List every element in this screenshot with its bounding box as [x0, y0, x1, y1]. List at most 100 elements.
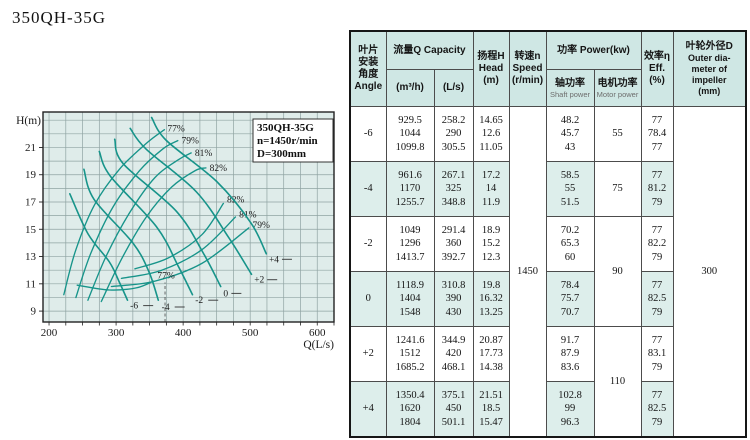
value-line: 1049 — [399, 224, 421, 236]
cell-head: 14.65 12.6 11.05 — [472, 106, 510, 162]
col-header-capacity: 流量Q Capacity — [385, 30, 474, 70]
value-line: 91.7 — [560, 334, 580, 346]
value-line: 96.3 — [560, 416, 580, 428]
chart-area: 77% 79% 81% 82% 82% 81% 79% 77% -6 -4 -2 0 +2 +4 21 19 1… — [2, 95, 347, 360]
cell-capacity-m3h: 1049 1296 1413.7 — [385, 216, 435, 272]
efficiency-label: 81% — [195, 149, 213, 159]
efficiency-label: 82% — [210, 164, 228, 174]
cell-motor-power: 55 — [593, 106, 642, 162]
efficiency-label: 77% — [157, 272, 175, 282]
efficiency-label: 79% — [181, 137, 199, 147]
value-line: 102.8 — [558, 389, 582, 401]
value-line: 48.2 — [560, 114, 580, 126]
blade-angle-label: -4 — [162, 303, 170, 313]
value-line: 82.5 — [647, 293, 667, 305]
value-line: +4 — [362, 403, 374, 415]
value-line: 21.51 — [479, 389, 503, 401]
value-line: 375.1 — [441, 389, 466, 401]
value-line: 75 — [612, 183, 623, 195]
value-line: 15.47 — [479, 416, 503, 428]
cell-head: 18.9 15.2 12.3 — [472, 216, 510, 272]
cell-capacity-m3h: 961.6 1170 1255.7 — [385, 161, 435, 217]
cell-angle: 0 — [349, 271, 387, 327]
col-header-motor-power: 电机功率 Motor power — [593, 69, 642, 107]
y-axis-title: H(m) — [16, 115, 41, 127]
value-line: 20.87 — [479, 334, 503, 346]
cell-capacity-ls: 267.1 325 348.8 — [433, 161, 474, 217]
cell-speed: 1450 — [508, 106, 547, 438]
value-line: 99 — [564, 403, 576, 415]
col-header-angle: 叶片 安装 角度 Angle — [349, 30, 387, 107]
efficiency-curve — [76, 280, 155, 291]
value-line: 77 — [651, 169, 663, 181]
value-line: 15.2 — [481, 238, 501, 250]
value-line: 79 — [651, 196, 663, 208]
value-line: 11.05 — [479, 141, 503, 153]
cell-angle: -6 — [349, 106, 387, 162]
cell-angle: -2 — [349, 216, 387, 272]
value-line: 291.4 — [441, 224, 466, 236]
cell-capacity-ls: 291.4 360 392.7 — [433, 216, 474, 272]
blade-angle-label: +4 — [269, 255, 279, 265]
value-line: 77 — [651, 279, 663, 291]
value-line: 45.7 — [560, 128, 580, 140]
efficiency-curve — [134, 202, 225, 270]
value-line: 1685.2 — [395, 361, 425, 373]
value-line: 13.25 — [479, 306, 503, 318]
col-header-power: 功率 Power(kw) — [545, 30, 642, 70]
cell-head: 21.51 18.5 15.47 — [472, 381, 510, 438]
value-line: 55 — [612, 128, 623, 140]
plot-border — [42, 111, 335, 323]
y-tick-label: 11 — [25, 278, 36, 290]
table-row: -4 961.6 1170 1255.7 267.1 325 348.8 17.2 14 11.9… — [349, 161, 746, 217]
cell-angle: +4 — [349, 381, 387, 438]
value-line: 78.4 — [560, 279, 580, 291]
efficiency-curve — [63, 129, 166, 296]
blade-angle-label: -2 — [195, 296, 203, 306]
cell-head: 17.2 14 11.9 — [472, 161, 510, 217]
value-line: 1404 — [399, 293, 421, 305]
col-header-head: 扬程H Head (m) — [472, 30, 510, 107]
cell-shaft-power: 102.8 99 96.3 — [545, 381, 595, 438]
value-line: 1512 — [399, 348, 421, 360]
value-line: 70.7 — [560, 306, 580, 318]
col-header-shaft-power: 轴功率 Shaft power — [545, 69, 595, 107]
value-line: 267.1 — [441, 169, 466, 181]
value-line: 19.8 — [481, 279, 501, 291]
value-line: -6 — [363, 128, 373, 140]
value-line: 14.65 — [479, 114, 503, 126]
cell-capacity-m3h: 929.5 1044 1099.8 — [385, 106, 435, 162]
table-row: 0 1118.9 1404 1548 310.8 390 430 19.8 16.32 13.25… — [349, 271, 746, 327]
value-line: 290 — [445, 128, 462, 140]
head-curve — [69, 193, 129, 301]
x-tick-label: 200 — [41, 327, 58, 339]
blade-angle-label: +2 — [254, 276, 264, 286]
value-line: 300 — [701, 265, 718, 277]
blade-angle-label: -6 — [130, 302, 138, 312]
cell-shaft-power: 91.7 87.9 83.6 — [545, 326, 595, 382]
pump-data-table: 叶片 安装 角度 Angle 流量Q Capacity 扬程H Head (m)… — [349, 30, 747, 438]
table-body: -6 929.5 1044 1099.8 258.2 290 305.5 14.65 12.6 1… — [349, 106, 747, 438]
head-curve — [83, 168, 160, 301]
y-tick-label: 21 — [25, 142, 36, 154]
value-line: 51.5 — [560, 196, 580, 208]
value-line: 18.5 — [481, 403, 501, 415]
value-line: 110 — [609, 375, 626, 387]
value-line: 90 — [612, 265, 623, 277]
value-line: 43 — [564, 141, 576, 153]
col-header-eff: 效率η Eff. (%) — [640, 30, 674, 107]
legend-box — [252, 118, 334, 163]
value-line: 14 — [485, 183, 497, 195]
value-line: 11.9 — [482, 196, 500, 208]
cell-shaft-power: 78.4 75.7 70.7 — [545, 271, 595, 327]
cell-motor-power: 75 — [593, 161, 642, 217]
cell-motor-power: 110 — [593, 326, 642, 438]
value-line: 77 — [651, 114, 663, 126]
cell-capacity-ls: 344.9 420 468.1 — [433, 326, 474, 382]
value-line: 17.73 — [479, 348, 503, 360]
value-line: 12.6 — [481, 128, 501, 140]
cell-efficiency: 77 82.5 79 — [640, 381, 674, 438]
value-line: 83.1 — [647, 348, 667, 360]
value-line: 1413.7 — [395, 251, 425, 263]
cell-efficiency: 77 83.1 79 — [640, 326, 674, 382]
